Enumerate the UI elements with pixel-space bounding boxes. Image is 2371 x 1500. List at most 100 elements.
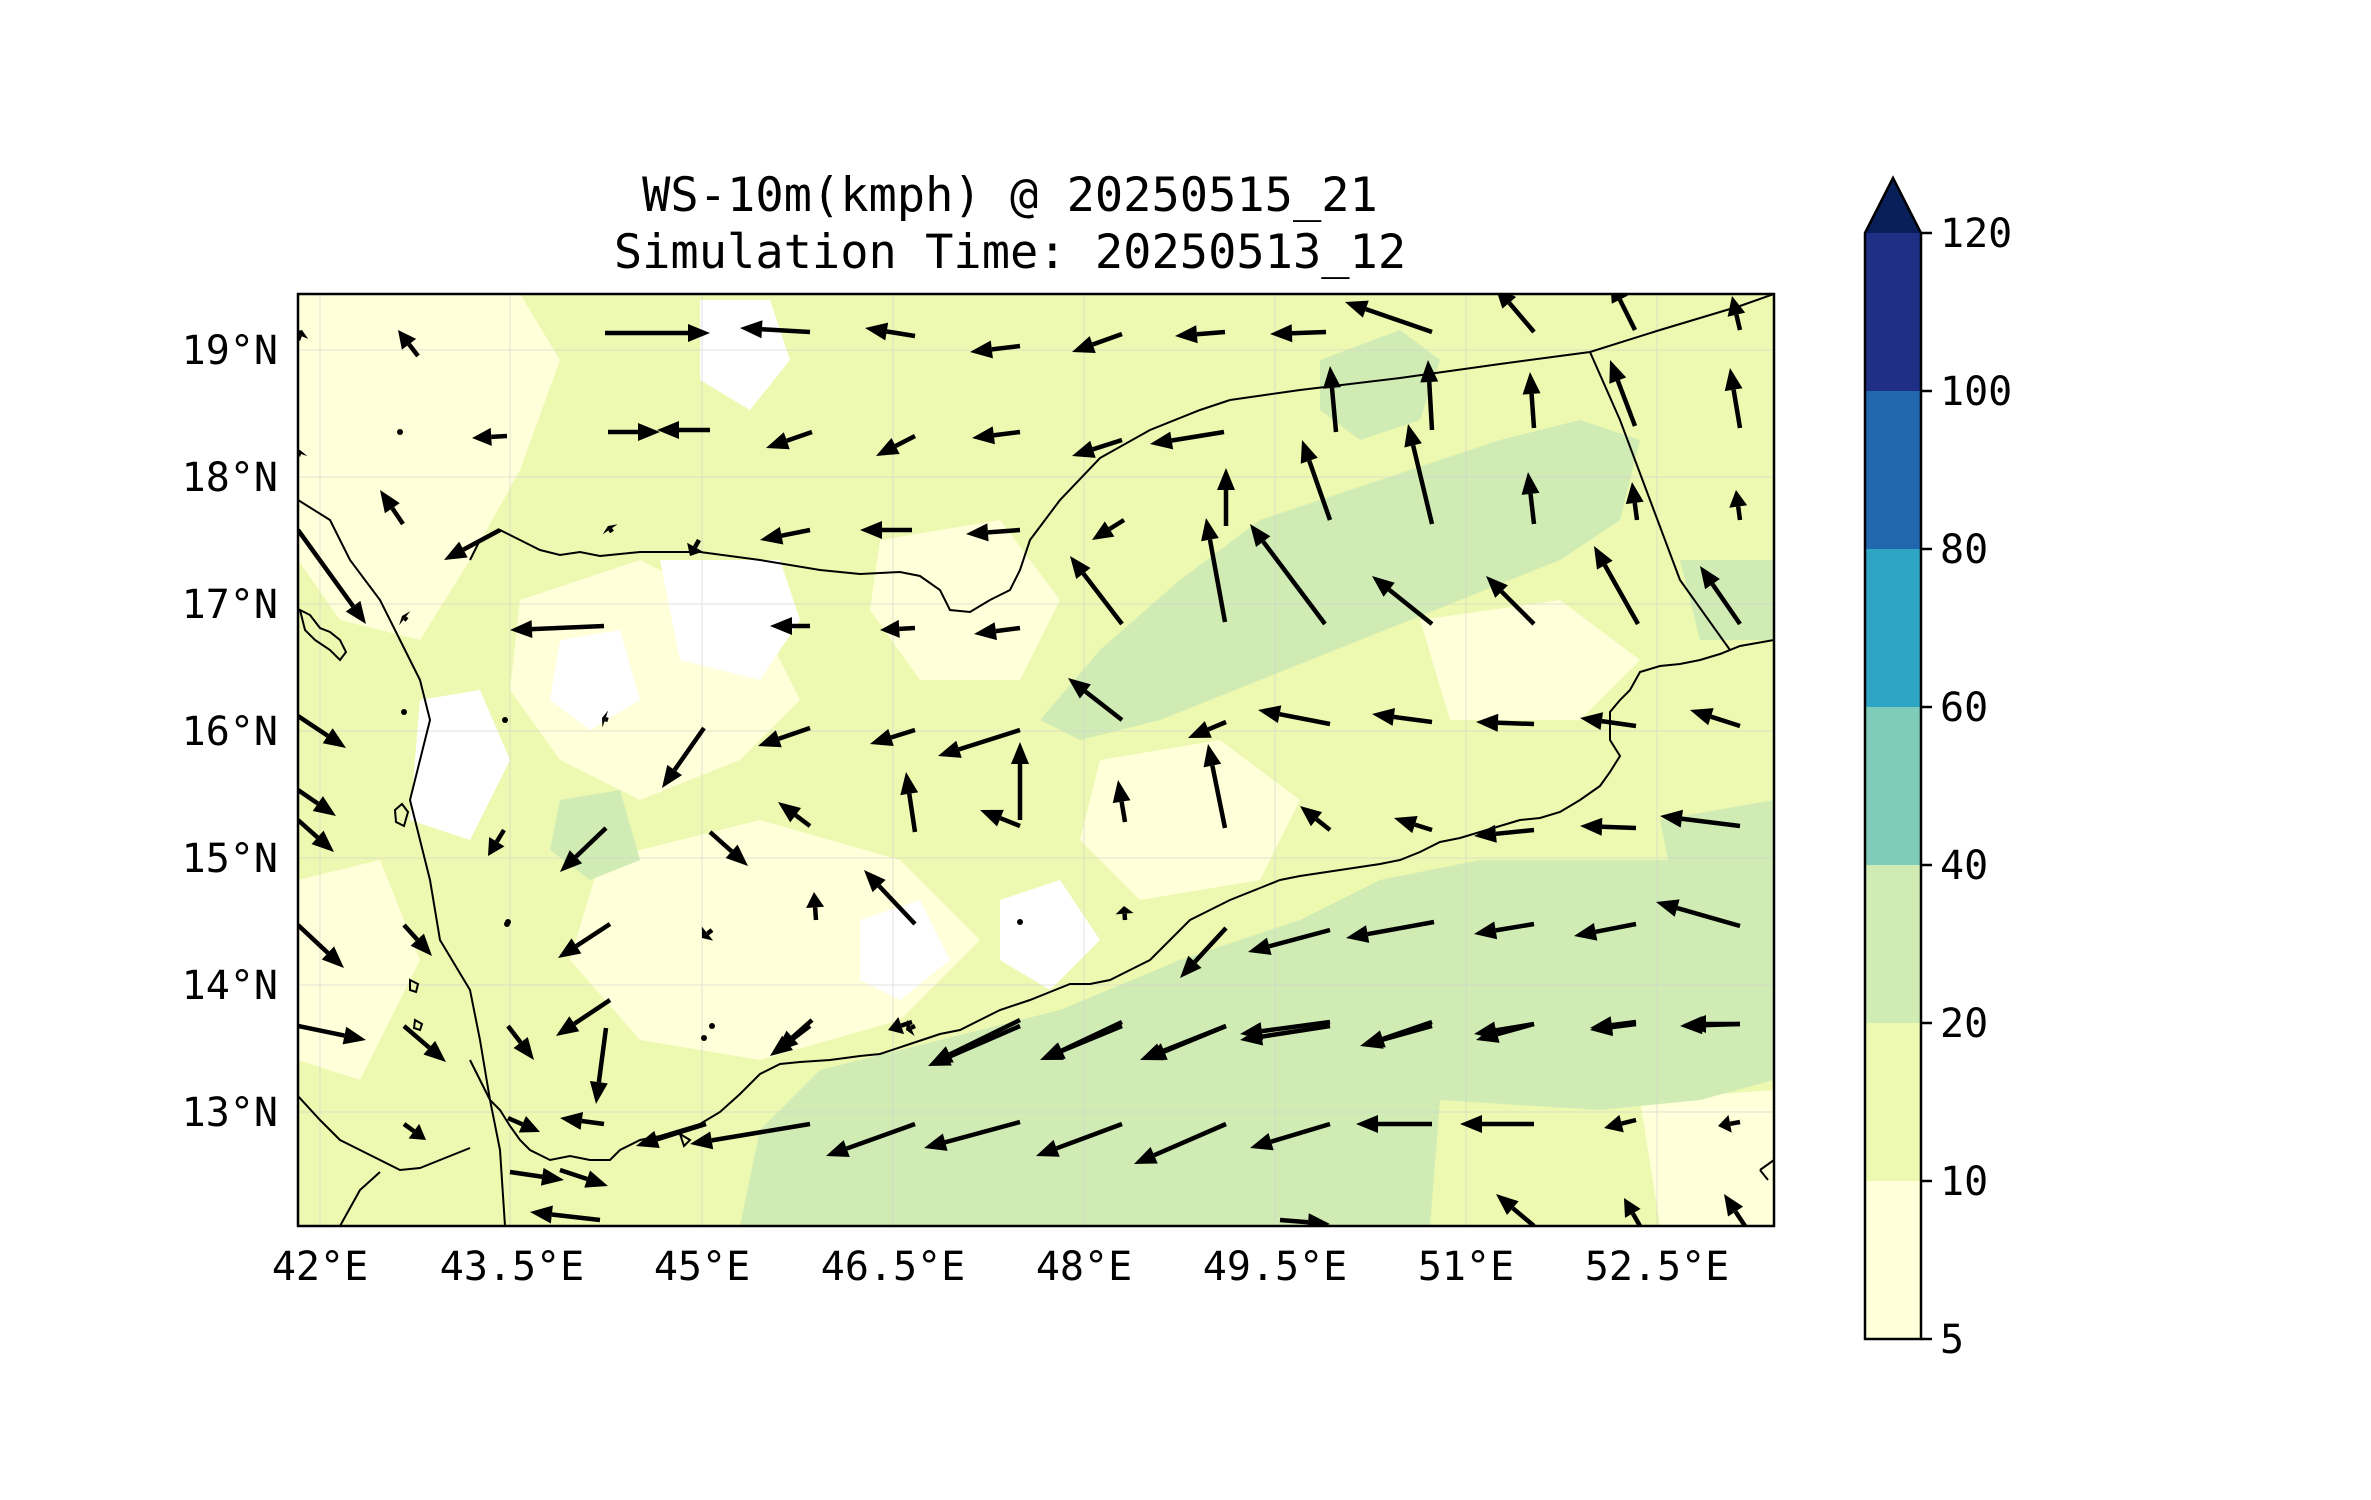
wind-vector-arrow (1486, 576, 1536, 626)
colorbar-tick-label: 100 (1940, 369, 2012, 415)
wind-vector-arrow (1660, 809, 1741, 829)
wind-vector-arrow (1175, 325, 1226, 344)
wind-vector-arrow (1323, 366, 1341, 433)
wind-vector-arrow (298, 1023, 366, 1045)
wind-vector-arrow (398, 330, 420, 358)
wind-vector-arrow (298, 528, 366, 624)
wind-vector-arrow (402, 1024, 446, 1062)
x-tick-label: 45°E (654, 1244, 750, 1290)
wind-vector-arrow (1356, 1115, 1432, 1133)
wind-vector-arrow (1611, 294, 1638, 332)
wind-vector-arrow (1727, 296, 1746, 331)
wind-vector-arrow (401, 709, 407, 715)
wind-vector-arrow (972, 426, 1021, 445)
wind-vector-arrow (1580, 817, 1637, 836)
wind-vector-arrow (864, 870, 917, 926)
wind-vector-arrow (397, 429, 403, 435)
wind-vector-arrow (770, 1024, 812, 1056)
colorbar-segment (1865, 1181, 1921, 1339)
wind-vector-arrow (778, 802, 812, 828)
wind-vector-arrow (1574, 921, 1637, 941)
wind-vector-arrow (657, 421, 710, 439)
colorbar-segment (1865, 391, 1921, 549)
wind-vector-arrow (1300, 440, 1333, 521)
wind-vector-arrow (559, 1167, 608, 1188)
wind-vector-arrow (826, 1121, 916, 1158)
y-tick-label: 15°N (182, 836, 278, 882)
wind-vector-arrow (1609, 360, 1638, 427)
y-tick-label: 14°N (182, 963, 278, 1009)
yemen-south-coast (469, 639, 1774, 1162)
colorbar-segment (1865, 233, 1921, 391)
wind-vector-arrow (1040, 1023, 1123, 1060)
wind-vector-arrow (1072, 437, 1123, 458)
colorbar-tick-label: 20 (1940, 1001, 1988, 1047)
colorbar-tick-label: 80 (1940, 527, 1988, 573)
wind-vector-arrow (1072, 331, 1123, 354)
wind-vector-arrow (472, 427, 508, 446)
wind-vector-arrow (1522, 372, 1541, 429)
wind-vector-arrow (1011, 742, 1029, 820)
wind-vector-arrow (938, 727, 1021, 758)
wind-vector-arrow (1604, 1114, 1637, 1133)
wind-vector-arrow (1590, 1016, 1637, 1035)
wind-vector-arrow (1474, 824, 1535, 843)
wind-vector-arrow (1345, 300, 1433, 335)
map-panel (298, 294, 1774, 1226)
wind-vector-arrow (1496, 1194, 1536, 1226)
perim-island (678, 1131, 692, 1148)
wind-vector-arrow (1404, 424, 1435, 525)
colorbar-extend-arrow (1865, 178, 1921, 233)
wind-vector-arrow (509, 1167, 564, 1186)
wind-vector-arrow (708, 830, 748, 866)
colorbar-tick-label: 5 (1940, 1317, 1964, 1363)
wind-vector-arrow (1112, 780, 1131, 823)
coastlines-and-borders (298, 294, 1774, 1226)
wind-vector-arrow (966, 523, 1021, 542)
wind-vector-arrow (1680, 1016, 1741, 1035)
wind-vector-arrow (605, 324, 710, 342)
socotra-island (1759, 1159, 1774, 1181)
wind-vector-arrow (1724, 1194, 1747, 1226)
wind-vector-arrow (870, 727, 916, 747)
wind-vector-arrow (1017, 919, 1023, 925)
wind-vector-arrow (1068, 678, 1124, 722)
wind-vector-arrow (1362, 1019, 1433, 1048)
y-tick-label: 13°N (182, 1090, 278, 1136)
wind-vector-arrow (589, 1027, 609, 1104)
wind-vector-arrow (1718, 1114, 1741, 1133)
wind-vector-arrow (865, 322, 916, 341)
wind-vector-arrow (1394, 816, 1433, 834)
wind-vector-arrow (1625, 482, 1644, 521)
wind-vector-arrow (1460, 1115, 1534, 1133)
x-tick-label: 43.5°E (440, 1244, 585, 1290)
wind-vector-arrow (1250, 1121, 1331, 1151)
wind-vector-arrow (662, 726, 706, 788)
y-tick-label: 19°N (182, 328, 278, 374)
wind-vector-arrow (298, 818, 334, 852)
wind-vector-arrow (1188, 719, 1227, 738)
wind-vector-arrow (1476, 1021, 1535, 1043)
wind-vector-arrow (709, 1023, 715, 1029)
wind-vector-arrow (1372, 707, 1433, 726)
arabian-west-coast (469, 399, 1231, 614)
wind-vector-arrow (602, 524, 618, 535)
colorbar-segment (1865, 707, 1921, 865)
wind-vector-arrow (558, 922, 612, 958)
wind-vector-arrow (380, 490, 405, 526)
wind-vector-arrow (1258, 705, 1331, 727)
wind-vector-arrow (1476, 713, 1535, 732)
x-tick-label: 46.5°E (821, 1244, 966, 1290)
wind-vector-arrow (444, 528, 502, 560)
title-line-2: Simulation Time: 20250513_12 (614, 225, 1406, 280)
y-axis-ticks: 19°N 18°N 17°N 16°N 15°N 14°N 13°N (182, 328, 278, 1136)
colorbar-tick-label: 120 (1940, 211, 2012, 257)
wind-vector-arrow (980, 809, 1021, 829)
wind-vector-arrow (1217, 468, 1235, 526)
oman-border (1589, 351, 1731, 651)
wind-vector-arrow (900, 772, 919, 833)
wind-vector-arrow (1372, 576, 1434, 626)
colorbar-outline (1863, 175, 1923, 1341)
wind-vector-arrow (1180, 926, 1228, 978)
